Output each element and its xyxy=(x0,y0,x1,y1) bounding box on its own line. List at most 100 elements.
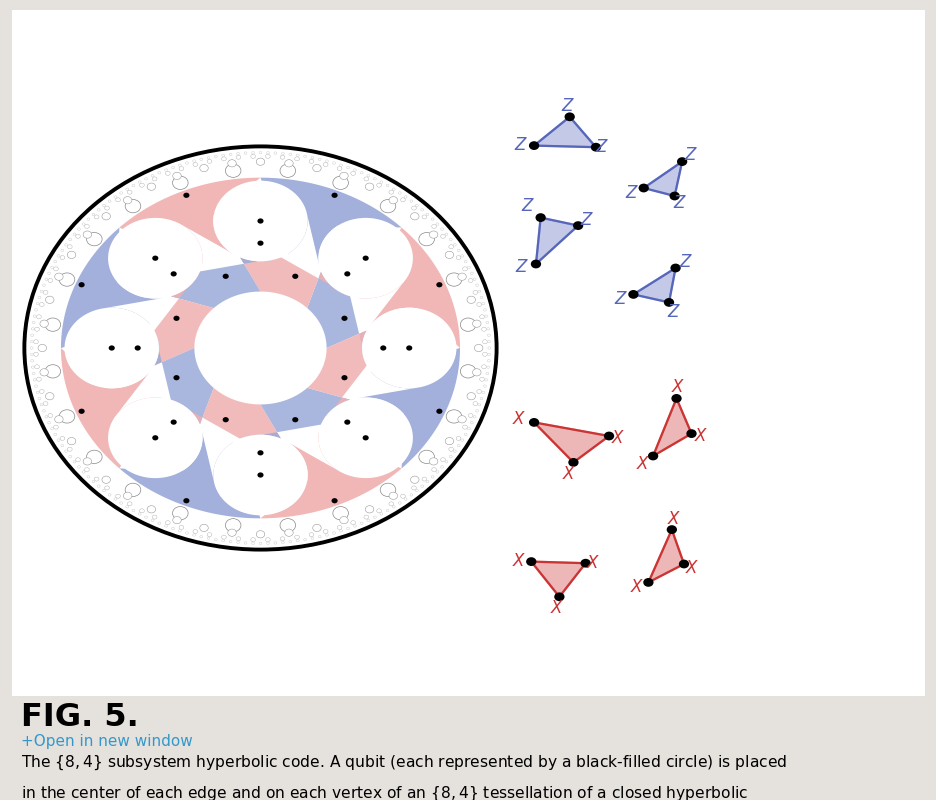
Circle shape xyxy=(670,394,681,402)
Circle shape xyxy=(456,256,461,260)
Polygon shape xyxy=(535,218,578,264)
Circle shape xyxy=(429,458,437,465)
Circle shape xyxy=(165,169,168,171)
Circle shape xyxy=(296,539,299,542)
Circle shape xyxy=(60,256,65,260)
Circle shape xyxy=(135,346,140,350)
Circle shape xyxy=(487,359,490,362)
Circle shape xyxy=(48,278,52,282)
Text: $Z$: $Z$ xyxy=(683,146,696,164)
Circle shape xyxy=(470,422,473,424)
Circle shape xyxy=(340,164,343,166)
Circle shape xyxy=(534,214,545,222)
Circle shape xyxy=(258,542,262,545)
Circle shape xyxy=(53,433,57,436)
Circle shape xyxy=(236,155,241,159)
Circle shape xyxy=(51,266,53,269)
Circle shape xyxy=(458,273,466,280)
Circle shape xyxy=(337,526,342,530)
Circle shape xyxy=(120,192,123,194)
Text: $X$: $X$ xyxy=(511,410,526,428)
Polygon shape xyxy=(260,431,402,518)
Circle shape xyxy=(67,245,72,249)
Circle shape xyxy=(323,530,328,534)
Circle shape xyxy=(139,513,141,515)
Polygon shape xyxy=(240,258,350,308)
Circle shape xyxy=(38,344,47,352)
Circle shape xyxy=(35,309,37,311)
Circle shape xyxy=(108,398,202,478)
Circle shape xyxy=(82,470,85,473)
Circle shape xyxy=(226,518,241,532)
Circle shape xyxy=(102,476,110,483)
Circle shape xyxy=(157,171,161,174)
Circle shape xyxy=(415,204,417,206)
Circle shape xyxy=(367,519,370,522)
Circle shape xyxy=(435,223,438,226)
Circle shape xyxy=(663,298,673,306)
Circle shape xyxy=(193,162,197,166)
Circle shape xyxy=(376,183,381,187)
Circle shape xyxy=(124,492,132,499)
Circle shape xyxy=(109,346,115,350)
Circle shape xyxy=(295,535,300,539)
Text: $X$: $X$ xyxy=(635,456,650,474)
Circle shape xyxy=(350,521,355,525)
Circle shape xyxy=(386,184,388,186)
Circle shape xyxy=(449,238,452,241)
Circle shape xyxy=(67,438,76,445)
Text: $X$: $X$ xyxy=(666,510,681,528)
Circle shape xyxy=(79,282,84,287)
Circle shape xyxy=(147,183,155,190)
Text: $Z$: $Z$ xyxy=(666,304,680,322)
Circle shape xyxy=(199,165,208,172)
Circle shape xyxy=(386,510,388,512)
Circle shape xyxy=(67,251,76,258)
Text: $Z$: $Z$ xyxy=(521,198,534,215)
Circle shape xyxy=(350,171,355,175)
Circle shape xyxy=(295,157,300,161)
Circle shape xyxy=(467,427,470,430)
Circle shape xyxy=(87,218,90,221)
Circle shape xyxy=(120,502,123,504)
Circle shape xyxy=(288,153,291,155)
Circle shape xyxy=(431,218,433,221)
Circle shape xyxy=(53,267,58,271)
Circle shape xyxy=(172,172,181,179)
Circle shape xyxy=(79,409,84,414)
Circle shape xyxy=(472,369,480,376)
Circle shape xyxy=(367,174,370,177)
Circle shape xyxy=(39,390,44,394)
Text: $X$: $X$ xyxy=(693,428,708,446)
Circle shape xyxy=(34,315,37,318)
Circle shape xyxy=(318,218,413,298)
Circle shape xyxy=(359,171,363,174)
Circle shape xyxy=(365,183,373,190)
Circle shape xyxy=(476,302,481,306)
Circle shape xyxy=(468,414,473,418)
Circle shape xyxy=(421,215,426,219)
Circle shape xyxy=(458,416,466,423)
Circle shape xyxy=(147,506,155,513)
Circle shape xyxy=(54,416,63,423)
Circle shape xyxy=(403,196,406,198)
Circle shape xyxy=(668,192,679,200)
Circle shape xyxy=(185,162,188,164)
Circle shape xyxy=(166,521,170,525)
Circle shape xyxy=(183,193,189,198)
Circle shape xyxy=(251,538,256,542)
Text: +Open in new window: +Open in new window xyxy=(21,734,192,749)
Circle shape xyxy=(31,334,34,337)
Circle shape xyxy=(426,480,429,482)
Circle shape xyxy=(280,518,295,532)
Circle shape xyxy=(43,290,48,294)
Circle shape xyxy=(35,327,39,331)
Circle shape xyxy=(40,320,49,327)
Circle shape xyxy=(482,340,487,344)
Circle shape xyxy=(373,516,376,518)
Circle shape xyxy=(280,155,285,159)
Circle shape xyxy=(35,385,37,387)
Circle shape xyxy=(488,346,490,350)
Circle shape xyxy=(31,359,34,362)
Circle shape xyxy=(40,369,49,376)
